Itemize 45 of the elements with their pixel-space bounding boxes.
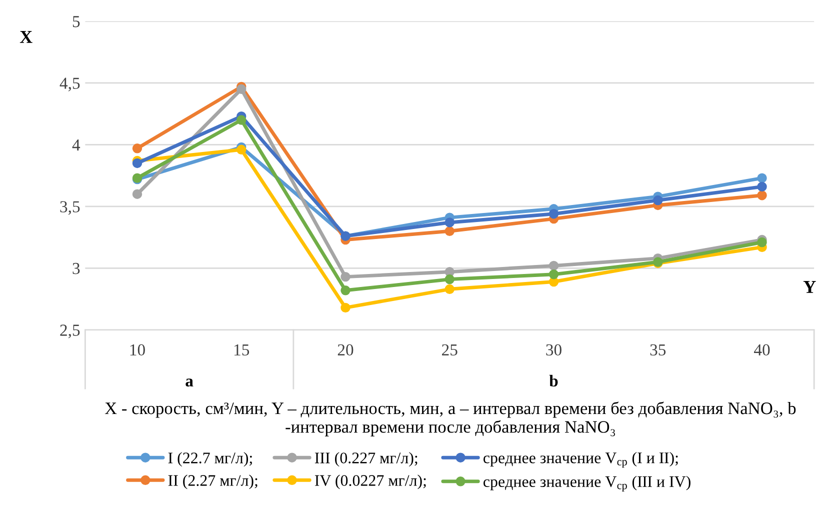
x-tick-label: 30 <box>546 344 562 356</box>
point <box>236 84 246 94</box>
x-tick-label: 35 <box>650 344 666 356</box>
x-axis-title: Y <box>803 281 816 293</box>
point <box>757 173 767 183</box>
y-axis-title: X <box>20 31 32 43</box>
point <box>132 158 142 168</box>
x-tick-label: 15 <box>234 344 250 356</box>
legend-label: среднее значение V$_{ср}$ (III и IV) <box>484 476 690 492</box>
point <box>444 218 454 228</box>
y-tick-label: 2,5 <box>60 324 80 338</box>
y-tick-label: 3,5 <box>60 201 80 215</box>
point <box>340 302 350 313</box>
y-tick-label: 3 <box>72 262 80 274</box>
point <box>340 272 350 282</box>
point <box>340 286 350 296</box>
y-tick-label: 4 <box>72 140 80 150</box>
x-tick-label: 20 <box>338 344 354 356</box>
point <box>548 208 559 219</box>
legend-label: среднее значение V$_{ср}$ (I и II); <box>484 452 678 468</box>
point <box>236 144 246 155</box>
legend-label: III (0.227 мг/л); <box>314 452 418 467</box>
y-tick-label: 4,5 <box>60 78 80 92</box>
point <box>132 144 142 154</box>
point <box>548 260 559 271</box>
legend-label: I (22.7 мг/л); <box>168 452 252 467</box>
x-tick-label: 40 <box>754 344 770 356</box>
point <box>236 115 246 125</box>
point <box>444 274 454 284</box>
point <box>548 269 559 280</box>
x-tick-label: 10 <box>130 344 145 356</box>
text: b <box>549 374 558 387</box>
point <box>757 190 767 200</box>
legend-label: IV (0.0227 мг/л); <box>314 474 426 490</box>
text: a <box>186 378 194 387</box>
point <box>444 284 454 294</box>
y-tick-label: 5 <box>72 16 80 28</box>
point <box>444 226 454 236</box>
point <box>757 237 767 248</box>
legend-label: II (2.27 мг/л); <box>168 474 258 490</box>
point <box>757 182 767 192</box>
x-tick-label: 25 <box>442 344 458 356</box>
point <box>653 195 663 206</box>
point <box>132 189 142 199</box>
text: X - скорость, см³/мин, Y – длительность, мин, a – интервал времени без добавления NaNO₃, b -интервал времени после добавления NaNO₃ <box>104 402 796 436</box>
